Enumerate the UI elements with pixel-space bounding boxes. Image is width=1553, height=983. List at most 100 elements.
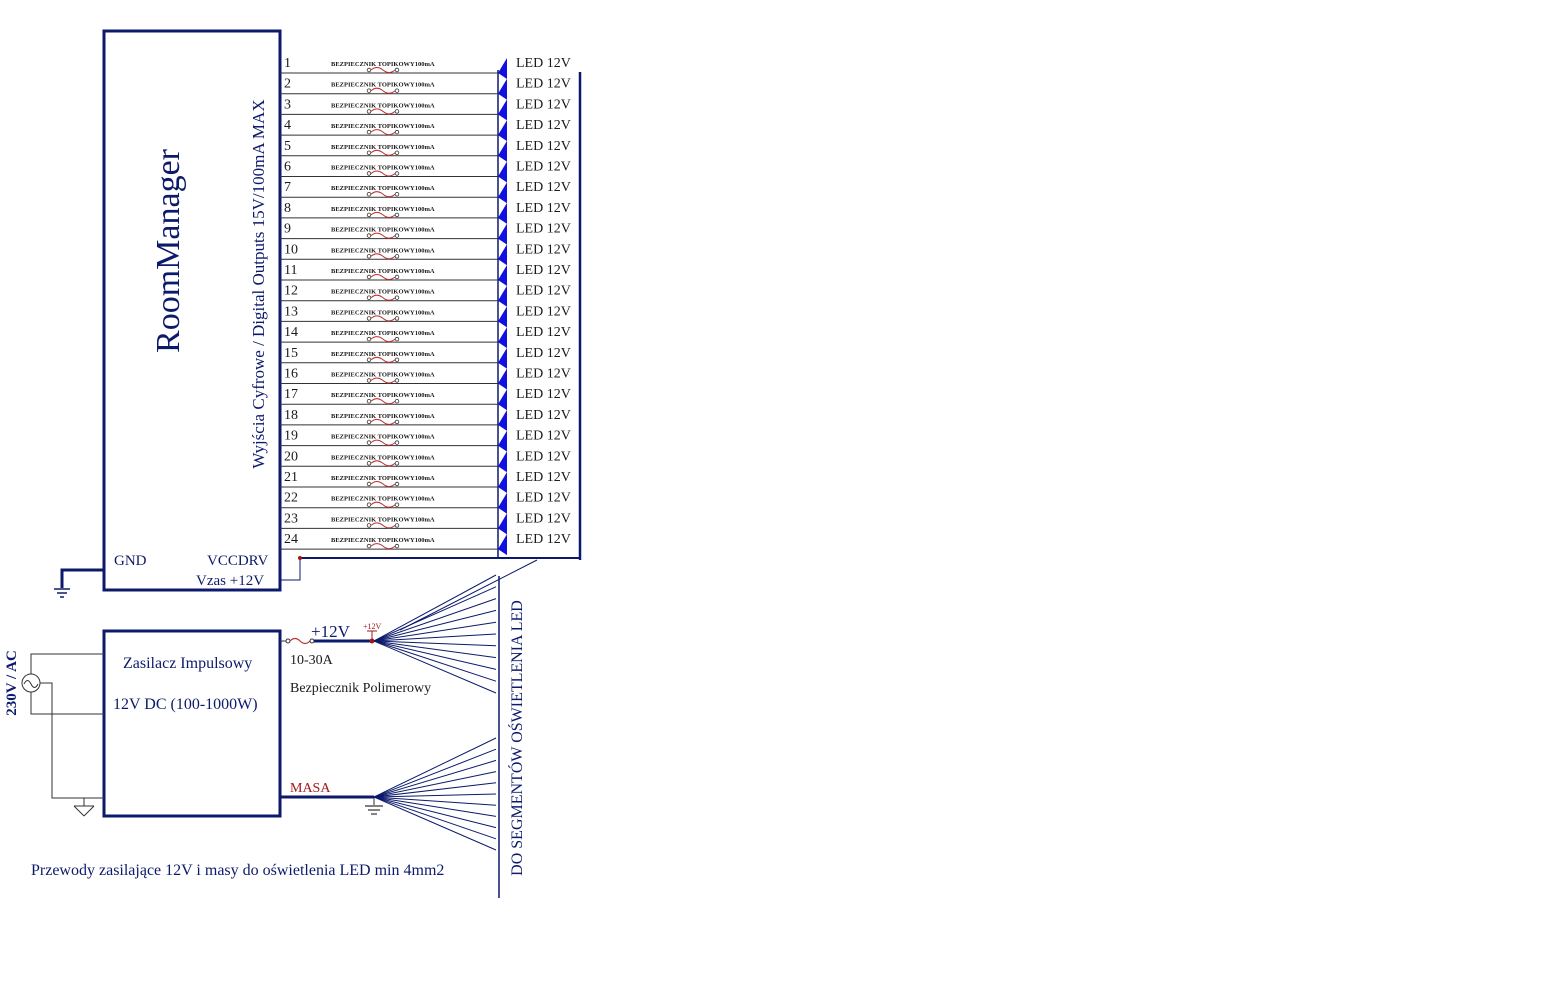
channel-row: 22 BEZPIECZNIK TOPIKOWY100mA LED 12V <box>280 491 571 514</box>
fan-wire <box>373 574 497 642</box>
led-label: LED 12V <box>516 304 571 319</box>
channel-row: 9 BEZPIECZNIK TOPIKOWY100mA LED 12V <box>280 222 571 245</box>
led-label: LED 12V <box>516 242 571 257</box>
fuse-terminal <box>366 502 372 507</box>
channel-number: 17 <box>284 387 298 402</box>
fuse-terminal <box>366 254 372 259</box>
masa-label: MASA <box>290 781 331 796</box>
fuse-label: BEZPIECZNIK TOPIKOWY100mA <box>331 185 435 192</box>
led-label: LED 12V <box>516 408 571 423</box>
channel-number: 19 <box>284 429 298 444</box>
fuse-terminal <box>394 399 400 404</box>
fuse-terminal <box>394 109 400 114</box>
fan-wire <box>373 633 497 642</box>
fuse-terminal <box>366 523 372 528</box>
fuse-terminal <box>394 67 400 73</box>
channel-row: 5 BEZPIECZNIK TOPIKOWY100mA LED 12V <box>280 139 571 162</box>
fuse-terminal <box>394 378 400 383</box>
fuse-icon <box>370 232 396 239</box>
vzas-node <box>298 556 302 560</box>
fuse-terminal <box>366 440 372 445</box>
fan-wire <box>373 640 497 682</box>
fuse-label: BEZPIECZNIK TOPIKOWY100mA <box>331 268 435 275</box>
fuse-terminal <box>394 336 400 342</box>
channel-row: 3 BEZPIECZNIK TOPIKOWY100mA LED 12V <box>280 97 571 121</box>
led-icon <box>498 430 507 452</box>
led-label: LED 12V <box>516 263 571 278</box>
ac-source-icon <box>21 673 41 693</box>
fan-wire <box>373 737 497 798</box>
channel-row: 11 BEZPIECZNIK TOPIKOWY100mA LED 12V <box>280 263 571 286</box>
fuse-terminal <box>394 419 400 425</box>
fuse-terminal <box>366 481 372 487</box>
fuse-label: BEZPIECZNIK TOPIKOWY100mA <box>331 309 435 316</box>
fuse-label: BEZPIECZNIK TOPIKOWY100mA <box>331 475 435 482</box>
channel-row: 24 BEZPIECZNIK TOPIKOWY100mA LED 12V <box>280 532 571 556</box>
channel-number: 12 <box>284 284 298 299</box>
fuse-terminal <box>366 336 372 342</box>
fuse-terminal <box>394 481 400 487</box>
led-label: LED 12V <box>516 532 571 547</box>
led-icon <box>498 265 507 286</box>
roommanager-box <box>102 29 282 592</box>
fuse-label: BEZPIECZNIK TOPIKOWY100mA <box>331 454 435 461</box>
channel-number: 21 <box>284 470 298 485</box>
fuse-icon <box>370 67 396 73</box>
fuse-terminal <box>394 502 400 507</box>
channel-number: 20 <box>284 449 298 464</box>
fan-wire <box>373 796 497 851</box>
fan-wire <box>373 609 497 642</box>
fuse-terminal <box>366 399 372 404</box>
fuse-terminal <box>366 357 372 362</box>
fuse-icon <box>370 191 396 198</box>
fuse-label: BEZPIECZNIK TOPIKOWY100mA <box>331 372 435 379</box>
channel-row: 7 BEZPIECZNIK TOPIKOWY100mA LED 12V <box>280 180 571 204</box>
channel-row: 15 BEZPIECZNIK TOPIKOWY100mA LED 12V <box>280 346 571 369</box>
fuse-icon <box>370 315 396 322</box>
led-icon <box>498 451 507 473</box>
channel-row: 21 BEZPIECZNIK TOPIKOWY100mA LED 12V <box>280 470 571 493</box>
led-label: LED 12V <box>516 346 571 361</box>
led-icon <box>498 513 507 535</box>
fuse-terminal <box>366 378 372 383</box>
led-label: LED 12V <box>516 284 571 299</box>
fuse-icon <box>370 398 396 405</box>
fuse-label: BEZPIECZNIK TOPIKOWY100mA <box>331 227 435 234</box>
led-icon <box>498 327 507 349</box>
channel-number: 16 <box>284 367 298 382</box>
led-label: LED 12V <box>516 180 571 195</box>
fuse-label: BEZPIECZNIK TOPIKOWY100mA <box>331 516 435 523</box>
fuse-label: BEZPIECZNIK TOPIKOWY100mA <box>331 165 435 172</box>
fan-wire <box>373 796 497 817</box>
led-icon <box>498 389 507 411</box>
led-label: LED 12V <box>516 449 571 464</box>
channel-row: 19 BEZPIECZNIK TOPIKOWY100mA LED 12V <box>280 429 571 452</box>
channel-row: 2 BEZPIECZNIK TOPIKOWY100mA LED 12V <box>280 77 571 100</box>
led-label: LED 12V <box>516 387 571 402</box>
fuse-label: BEZPIECZNIK TOPIKOWY100mA <box>331 102 435 109</box>
fuse-terminal <box>394 88 400 93</box>
led-icon <box>498 285 507 307</box>
plus12v-label: +12V <box>311 622 351 641</box>
fuse-terminal <box>394 543 400 549</box>
fan-wire <box>373 621 497 642</box>
roommanager-title: RoomManager <box>150 148 187 353</box>
channel-row: 14 BEZPIECZNIK TOPIKOWY100mA LED 12V <box>280 325 571 349</box>
channel-row: 23 BEZPIECZNIK TOPIKOWY100mA LED 12V <box>280 511 571 535</box>
channel-row: 17 BEZPIECZNIK TOPIKOWY100mA LED 12V <box>280 387 571 411</box>
fuse-terminal <box>394 274 400 280</box>
fuse-terminal <box>366 109 372 114</box>
fuse-terminal <box>394 150 400 155</box>
led-icon <box>498 78 507 100</box>
fuse-icon <box>370 356 396 363</box>
fuse-terminal <box>366 233 372 238</box>
fuse-icon <box>370 543 396 550</box>
fuse-label: BEZPIECZNIK TOPIKOWY100mA <box>331 144 435 151</box>
led-icon <box>498 368 507 390</box>
channel-number: 14 <box>284 325 298 340</box>
channel-row: 16 BEZPIECZNIK TOPIKOWY100mA LED 12V <box>280 367 571 390</box>
led-icon <box>498 223 507 245</box>
channel-row: 12 BEZPIECZNIK TOPIKOWY100mA LED 12V <box>280 284 571 307</box>
fuse-label: BEZPIECZNIK TOPIKOWY100mA <box>331 247 435 254</box>
